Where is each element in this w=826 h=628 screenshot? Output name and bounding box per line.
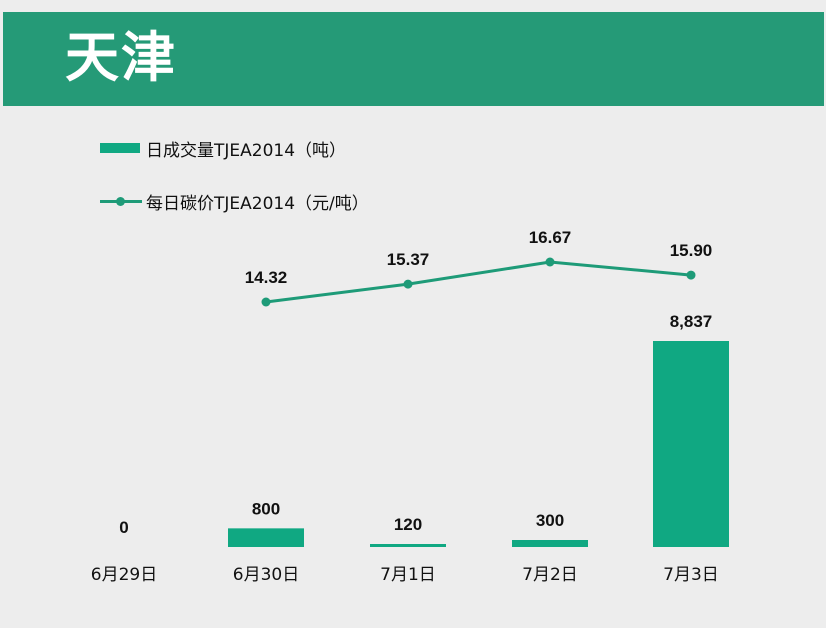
legend-bar-swatch [100,143,140,153]
bar-1 [228,528,304,547]
price-point-1 [261,297,271,307]
legend-item-volume: 日成交量TJEA2014（吨） [100,136,347,161]
category-label-0: 6月29日 [91,565,157,585]
category-label-3: 7月2日 [522,565,578,585]
bar-4 [653,341,729,547]
legend-line-swatch [100,196,142,206]
bar-label-1: 800 [252,499,280,518]
header-banner: 天津 [3,12,824,106]
bar-2 [370,544,446,547]
bar-label-4: 8,837 [670,312,713,331]
bar-label-3: 300 [536,511,564,530]
price-point-2 [403,279,413,289]
price-label-3: 16.67 [529,228,572,247]
bar-3 [512,540,588,547]
price-point-3 [545,257,555,267]
category-label-2: 7月1日 [380,565,436,585]
legend-label-volume: 日成交量TJEA2014（吨） [146,140,347,161]
category-label-1: 6月30日 [233,565,299,585]
price-label-2: 15.37 [387,250,430,269]
bar-label-2: 120 [394,515,422,534]
legend-label-price: 每日碳价TJEA2014（元/吨） [146,193,369,214]
price-point-4 [686,270,696,280]
price-label-1: 14.32 [245,268,288,287]
legend-item-price: 每日碳价TJEA2014（元/吨） [100,189,369,214]
category-label-4: 7月3日 [663,565,719,585]
price-line [265,260,692,304]
price-label-4: 15.90 [670,241,713,260]
bar-label-0: 0 [119,518,128,537]
page-title: 天津 [65,26,177,89]
